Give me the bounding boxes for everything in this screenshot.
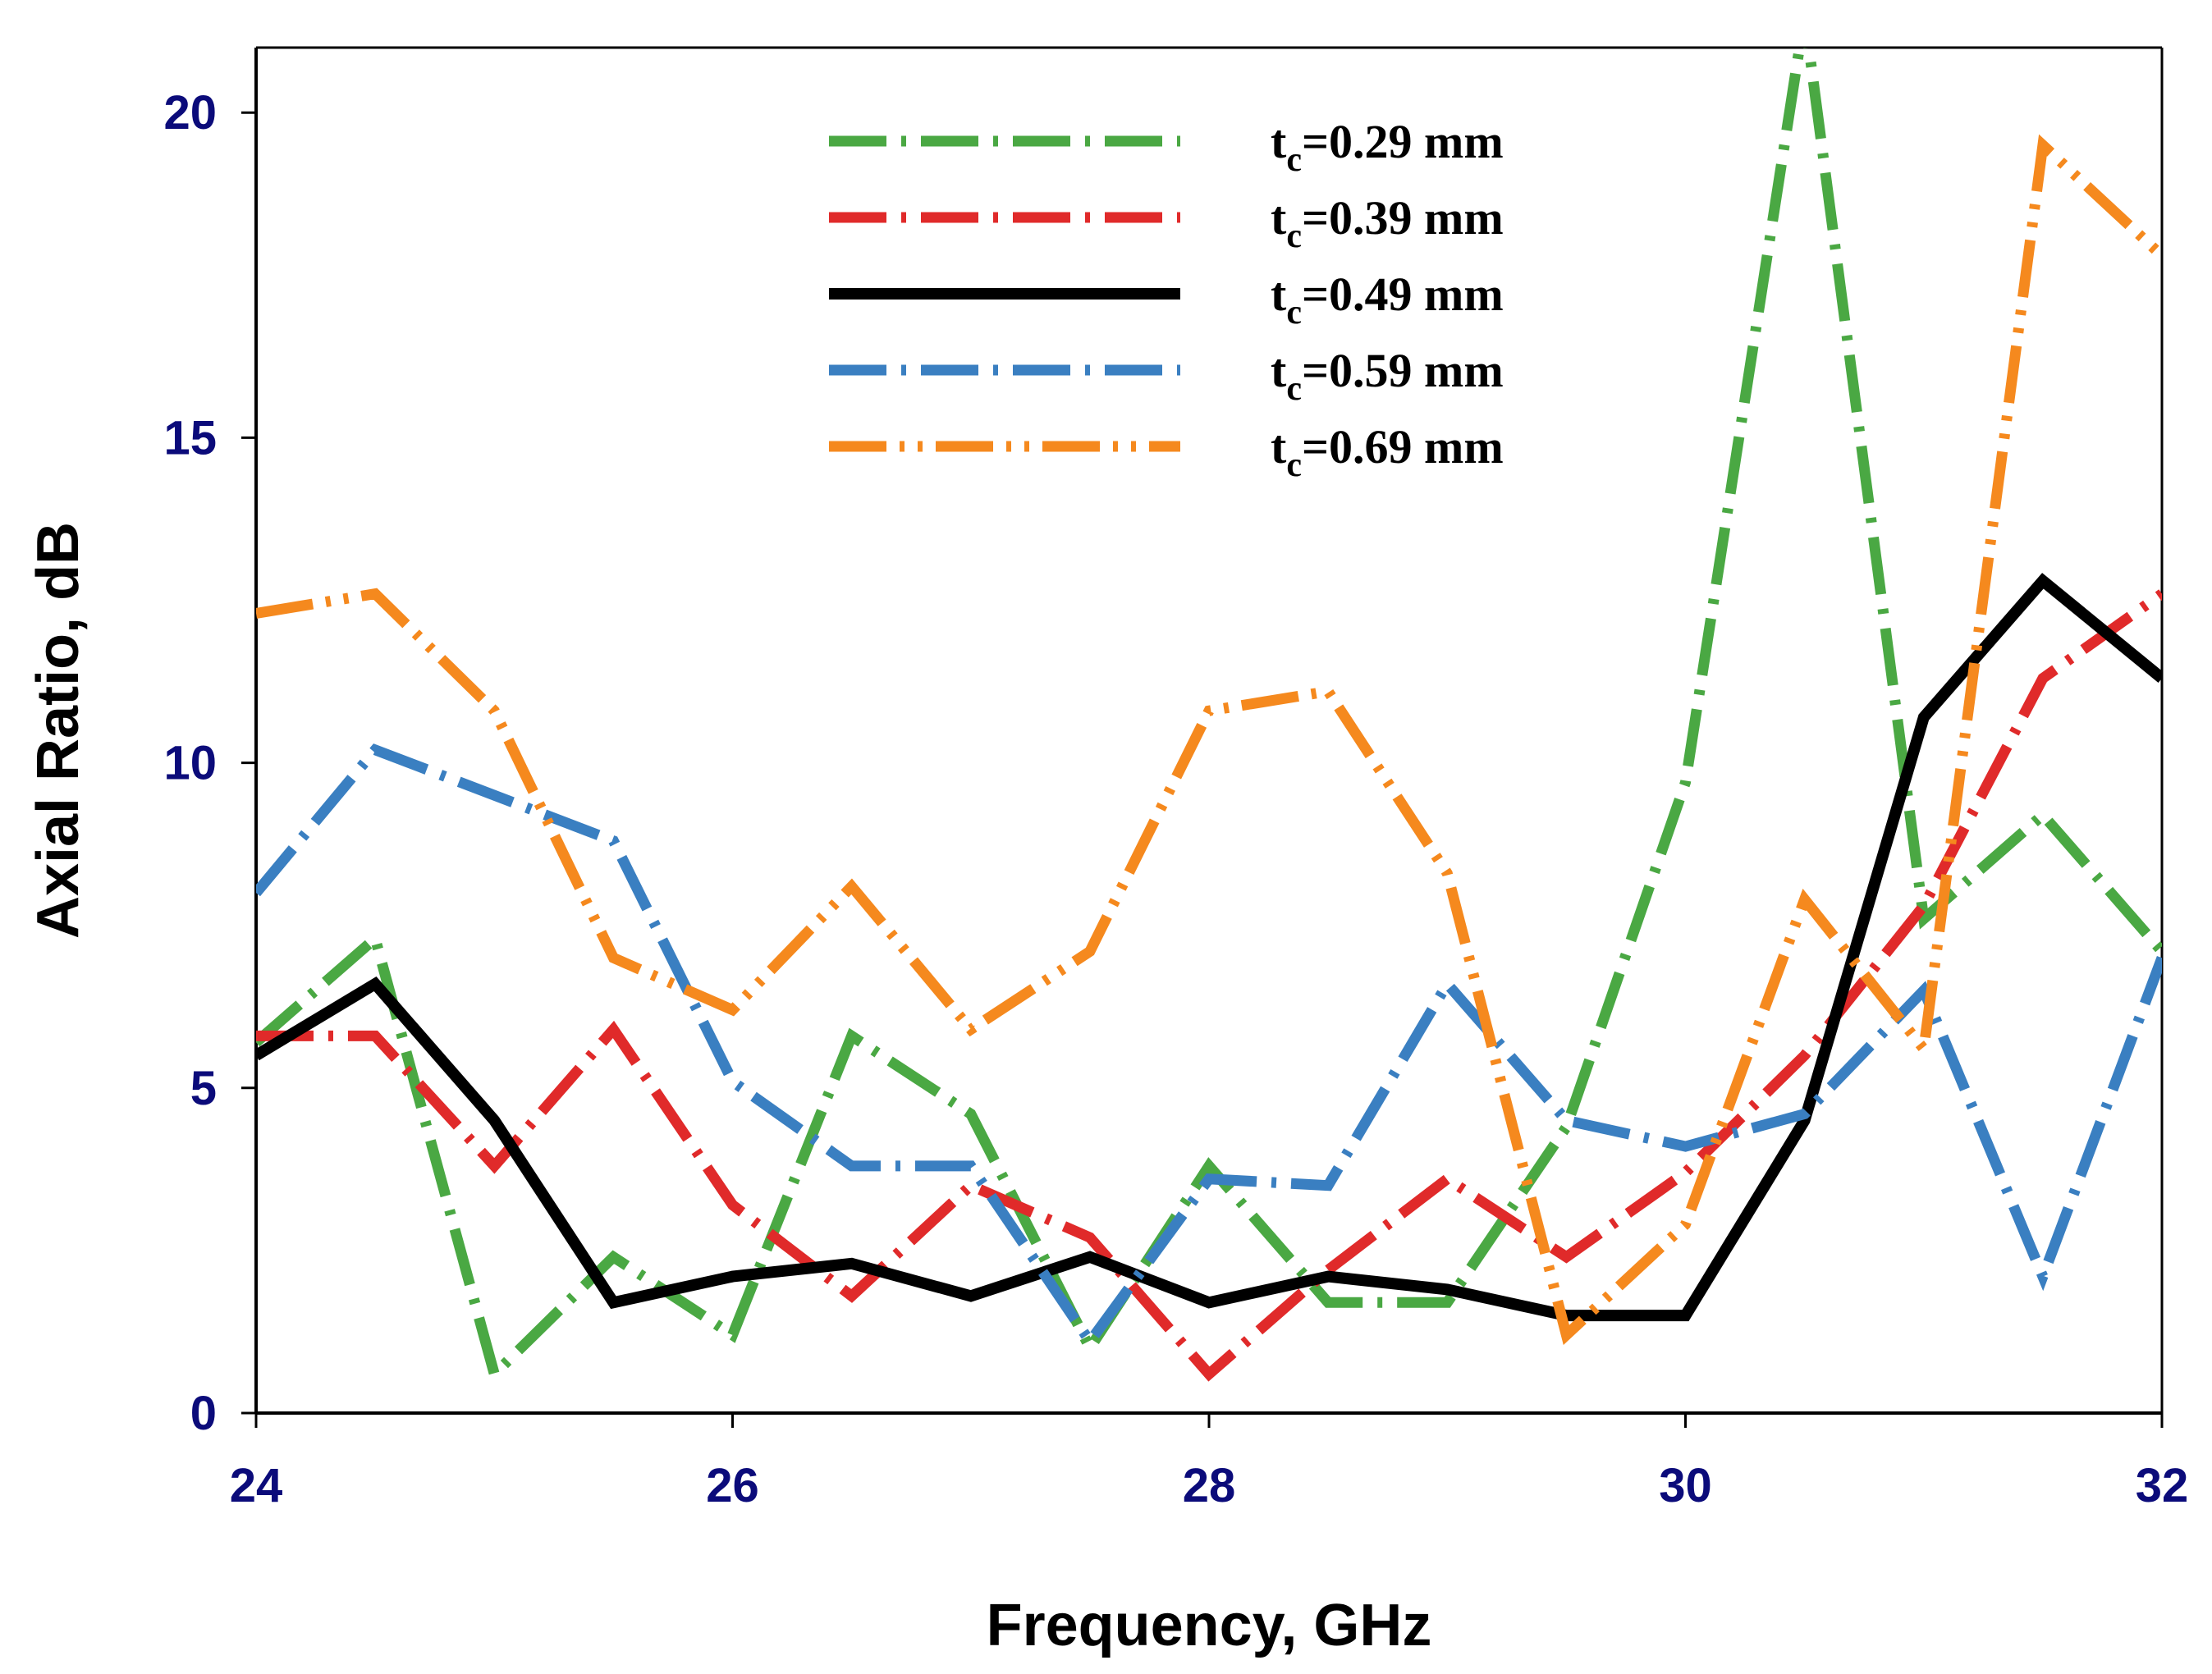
y-tick-label: 0 [190,1387,217,1440]
legend-label-rest: =0.59 mm [1302,344,1504,397]
legend-label-5: tc=0.69 mm [1271,420,1504,484]
legend-label-main: t [1271,344,1287,397]
y-axis-title: Axial Ratio, dB [25,522,91,939]
series-line-4 [256,743,2162,1352]
series-layer [256,48,2162,1384]
legend-label-subscript: c [1286,217,1302,255]
legend-label-rest: =0.39 mm [1302,191,1504,245]
legend-label-3: tc=0.49 mm [1271,268,1504,332]
legend-label-rest: =0.69 mm [1302,420,1504,473]
x-axis-title: Frequency, GHz [987,1593,1432,1658]
legend-label-2: tc=0.39 mm [1271,191,1504,255]
series-line-5 [256,134,2162,1346]
axis-ticks: 24 26 28 30 32 0 5 10 15 20 [163,86,2188,1512]
x-tick-label: 26 [706,1459,759,1512]
legend-label-subscript: c [1286,446,1302,484]
x-tick-label: 32 [2136,1459,2189,1512]
x-tick-label: 24 [230,1459,283,1512]
legend-label-4: tc=0.59 mm [1271,344,1504,408]
y-tick-label: 10 [163,737,217,790]
y-tick-label: 15 [163,411,217,464]
legend-label-main: t [1271,420,1287,473]
legend-label-rest: =0.29 mm [1302,115,1504,168]
legend-label-main: t [1271,191,1287,245]
legend-label-subscript: c [1286,294,1302,332]
legend-label-1: tc=0.29 mm [1271,115,1504,179]
legend-label-main: t [1271,115,1287,168]
legend-label-rest: =0.49 mm [1302,268,1504,321]
legend-label-main: t [1271,268,1287,321]
legend-label-subscript: c [1286,141,1302,179]
x-tick-label: 30 [1659,1459,1712,1512]
x-tick-label: 28 [1183,1459,1236,1512]
series-line-1 [256,48,2162,1384]
y-tick-label: 20 [163,86,217,140]
series-line-3 [256,573,2162,1322]
legend-label-subscript: c [1286,370,1302,408]
y-tick-label: 5 [190,1062,217,1115]
